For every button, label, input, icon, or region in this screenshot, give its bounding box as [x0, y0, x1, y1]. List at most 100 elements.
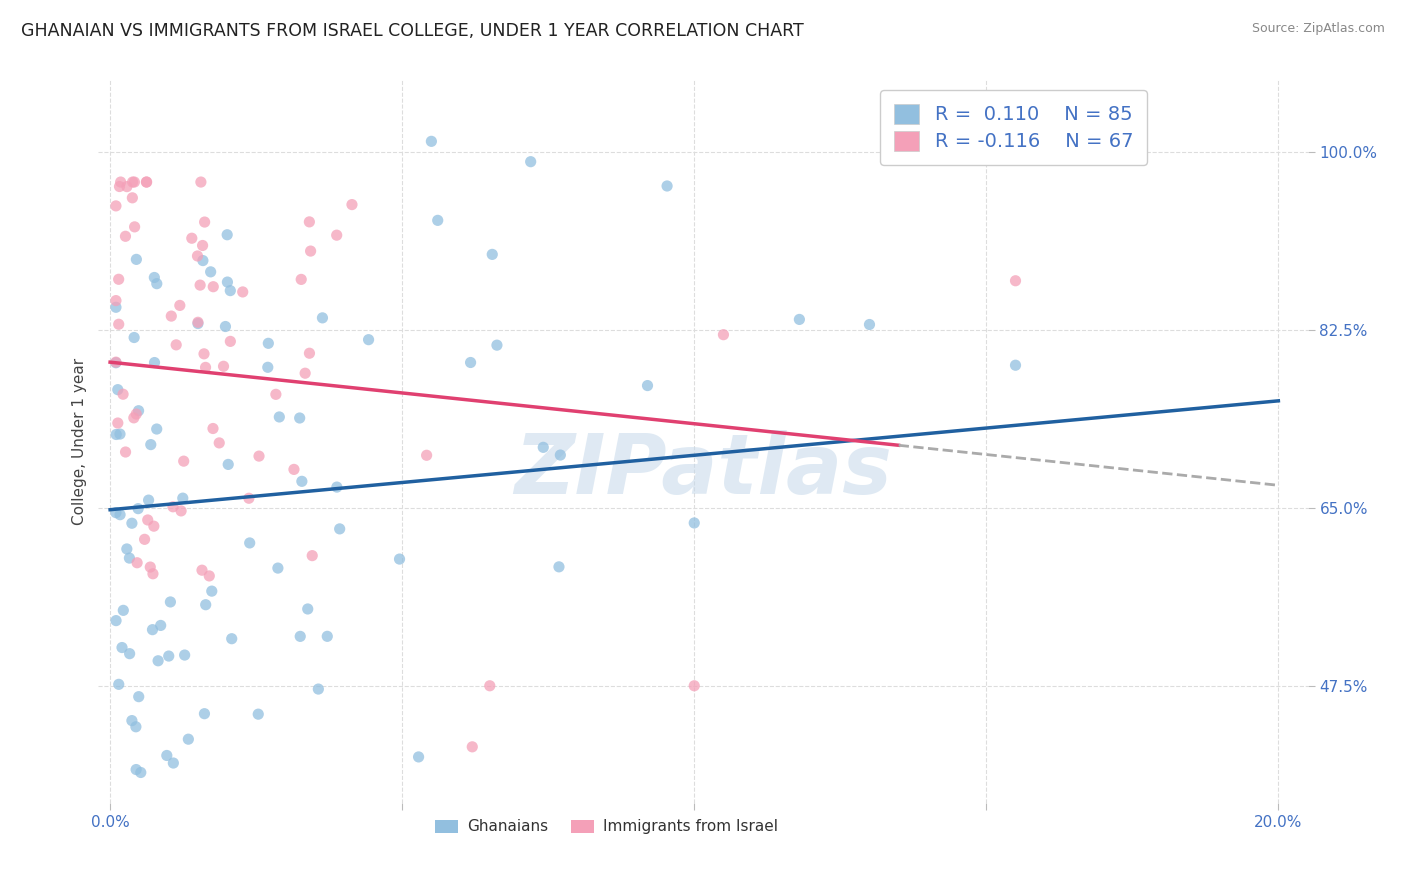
Point — [128, 690, 150, 704]
Point — [142, 566, 165, 581]
Point — [118, 647, 141, 661]
Point — [107, 416, 129, 430]
Point — [291, 475, 314, 489]
Point — [104, 355, 127, 369]
Point — [127, 556, 149, 570]
Point — [311, 310, 333, 325]
Point — [193, 706, 215, 721]
Point — [111, 640, 134, 655]
Point — [481, 247, 503, 261]
Point — [290, 629, 312, 643]
Legend: Ghanaians, Immigrants from Israel: Ghanaians, Immigrants from Israel — [427, 812, 786, 842]
Point — [426, 213, 449, 227]
Point — [288, 411, 311, 425]
Point — [156, 748, 179, 763]
Point — [180, 231, 202, 245]
Point — [789, 312, 811, 326]
Point — [283, 462, 305, 476]
Point — [1004, 358, 1026, 372]
Point — [104, 199, 127, 213]
Point — [160, 309, 183, 323]
Point — [142, 519, 165, 533]
Point — [124, 175, 146, 189]
Point — [138, 493, 160, 508]
Point — [177, 732, 200, 747]
Point — [187, 317, 209, 331]
Point — [194, 598, 217, 612]
Point — [173, 454, 195, 468]
Point — [105, 427, 128, 442]
Point — [256, 360, 278, 375]
Point — [257, 336, 280, 351]
Point — [299, 244, 322, 258]
Y-axis label: College, Under 1 year: College, Under 1 year — [72, 358, 87, 525]
Point — [121, 714, 143, 728]
Point — [122, 330, 145, 344]
Point — [858, 318, 880, 332]
Point — [193, 347, 215, 361]
Point — [637, 378, 659, 392]
Point — [325, 228, 347, 243]
Text: Source: ZipAtlas.com: Source: ZipAtlas.com — [1251, 22, 1385, 36]
Point — [485, 338, 508, 352]
Point — [214, 319, 236, 334]
Point — [146, 654, 169, 668]
Point — [190, 175, 212, 189]
Point — [125, 407, 148, 421]
Point — [202, 279, 225, 293]
Point — [298, 346, 321, 360]
Point — [198, 569, 221, 583]
Point — [221, 632, 243, 646]
Point — [212, 359, 235, 374]
Point — [122, 410, 145, 425]
Point — [307, 681, 329, 696]
Point — [478, 679, 501, 693]
Point — [107, 272, 129, 286]
Point — [104, 293, 127, 308]
Point — [326, 480, 349, 494]
Point — [683, 516, 706, 530]
Point — [143, 270, 166, 285]
Point — [104, 356, 127, 370]
Point — [194, 215, 217, 229]
Point — [121, 175, 143, 189]
Point — [191, 253, 214, 268]
Point — [173, 648, 195, 662]
Point — [108, 508, 131, 522]
Point — [247, 707, 270, 722]
Point — [329, 522, 352, 536]
Point — [129, 765, 152, 780]
Point — [128, 403, 150, 417]
Point — [172, 491, 194, 505]
Point — [519, 154, 541, 169]
Point — [683, 679, 706, 693]
Point — [136, 513, 159, 527]
Point — [232, 285, 254, 299]
Point — [388, 552, 411, 566]
Point — [143, 355, 166, 369]
Point — [357, 333, 380, 347]
Point — [121, 191, 143, 205]
Point — [460, 355, 482, 369]
Text: GHANAIAN VS IMMIGRANTS FROM ISRAEL COLLEGE, UNDER 1 YEAR CORRELATION CHART: GHANAIAN VS IMMIGRANTS FROM ISRAEL COLLE… — [21, 22, 804, 40]
Point — [217, 458, 239, 472]
Point — [162, 756, 184, 770]
Point — [146, 277, 169, 291]
Point — [294, 366, 316, 380]
Point — [125, 720, 148, 734]
Point — [145, 422, 167, 436]
Point — [110, 175, 132, 189]
Point — [208, 436, 231, 450]
Point — [461, 739, 484, 754]
Point — [420, 134, 443, 148]
Point — [290, 272, 312, 286]
Point — [112, 603, 135, 617]
Point — [238, 491, 260, 506]
Point — [301, 549, 323, 563]
Point — [124, 219, 146, 234]
Point — [201, 584, 224, 599]
Point — [217, 275, 239, 289]
Point — [187, 315, 209, 329]
Point — [713, 327, 735, 342]
Point — [112, 387, 135, 401]
